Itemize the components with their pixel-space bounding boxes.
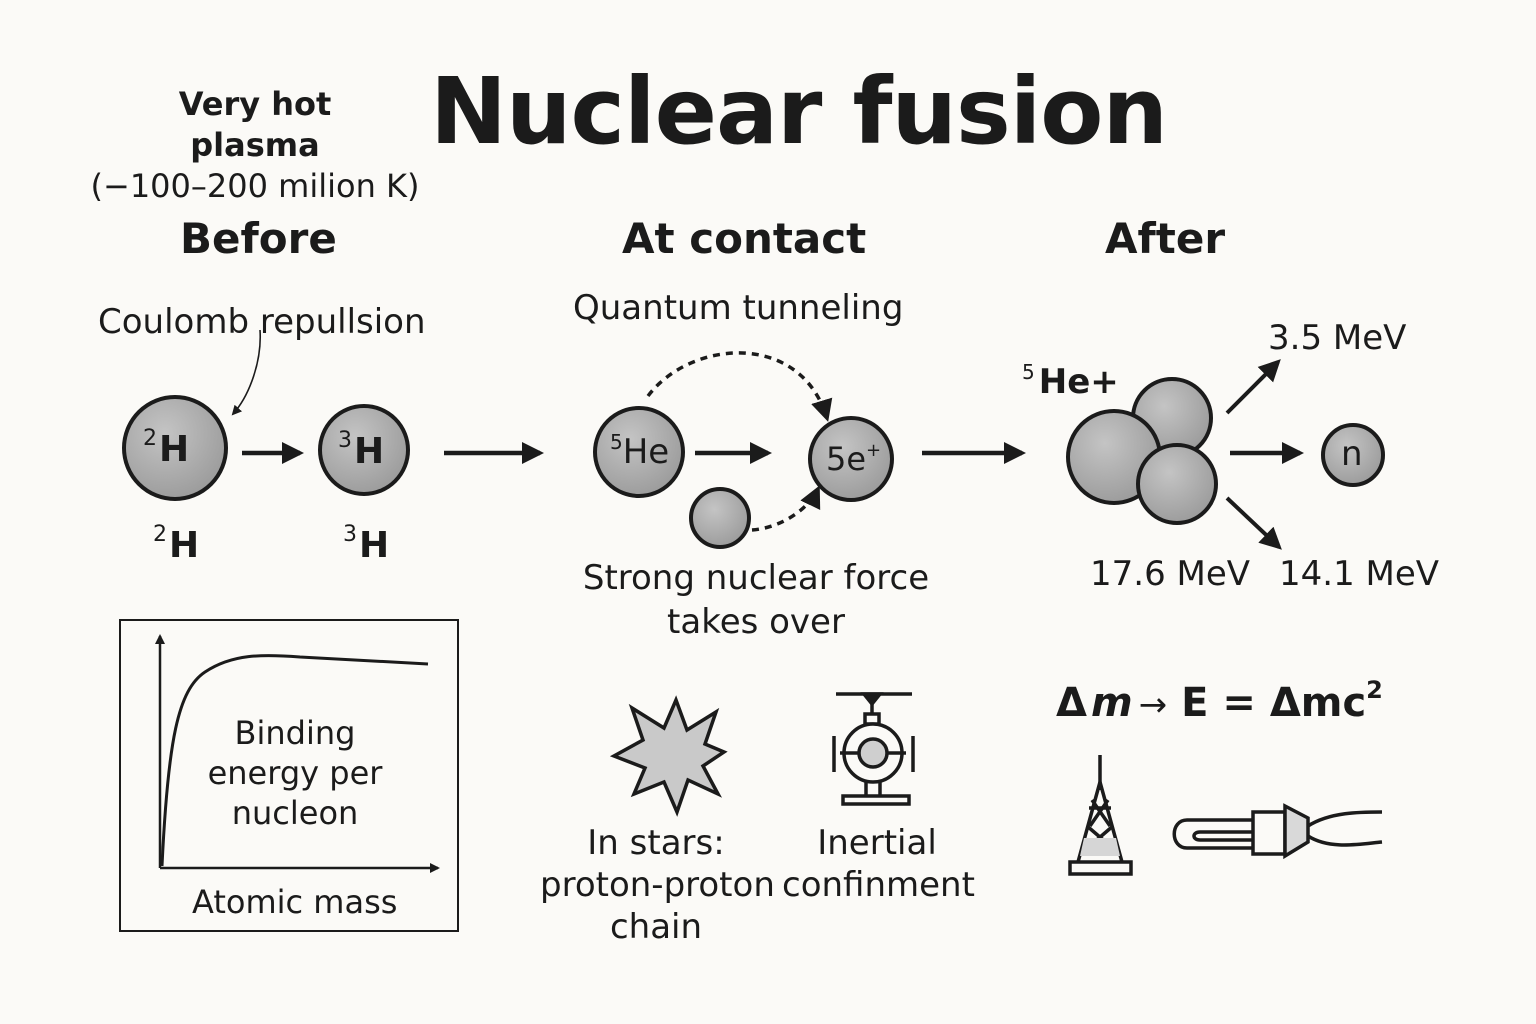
stage-contact-heading: At contact bbox=[622, 214, 867, 263]
graph-ylabel-line-2: energy per bbox=[207, 754, 383, 792]
star-burst-icon bbox=[609, 695, 728, 817]
stars-line-1: In stars: bbox=[587, 823, 725, 863]
plasma-note: Very hot plasma (−100–200 milion K) bbox=[90, 84, 420, 207]
energy-top-label: 3.5 MeV bbox=[1268, 318, 1407, 358]
helium5-label: 5He bbox=[610, 430, 670, 472]
small-nucleus bbox=[689, 487, 751, 549]
inertial-line-1: Inertial bbox=[817, 823, 937, 863]
helium-product-label: 5 He+ bbox=[1022, 360, 1119, 402]
graph-ylabel-line-3: nucleon bbox=[231, 794, 359, 832]
strong-force-line-1: Strong nuclear force bbox=[582, 558, 930, 598]
stars-line-2: proton-proton bbox=[540, 865, 775, 905]
target-nucleus-label: 5e+ bbox=[826, 440, 882, 478]
deuterium-caption: 2H bbox=[153, 522, 200, 566]
deuterium-label: 2H bbox=[143, 426, 190, 470]
energy-total-label: 17.6 MeV bbox=[1090, 554, 1251, 594]
tunneling-dashed-arrow bbox=[646, 351, 833, 422]
plug-icon bbox=[1172, 803, 1383, 860]
arrow-up-energy bbox=[1225, 359, 1281, 415]
tritium-label: 3H bbox=[338, 428, 385, 472]
quantum-tunneling-label: Quantum tunneling bbox=[573, 288, 904, 328]
product-nucleon-3 bbox=[1136, 443, 1218, 525]
stars-caption: In stars: proton-proton chain bbox=[540, 822, 775, 948]
plasma-line-1: Very hot bbox=[178, 85, 332, 123]
graph-ylabel: Binding energy per nucleon bbox=[190, 713, 400, 833]
stage-before-heading: Before bbox=[180, 214, 337, 263]
strong-force-line-2: takes over bbox=[667, 602, 845, 642]
plasma-line-2: plasma bbox=[190, 126, 320, 164]
tritium-caption: 3H bbox=[343, 522, 390, 566]
helium5-nucleus bbox=[593, 406, 685, 498]
neutron-label: n bbox=[1341, 434, 1363, 474]
energy-neutron-label: 14.1 MeV bbox=[1279, 554, 1440, 594]
stage-after-heading: After bbox=[1105, 214, 1226, 263]
power-tower-icon bbox=[1068, 755, 1133, 876]
tritium-nucleus bbox=[318, 404, 410, 496]
neutron bbox=[1321, 423, 1385, 487]
graph-ylabel-line-1: Binding bbox=[234, 714, 356, 752]
target-nucleus bbox=[808, 416, 894, 502]
arrow-down-energy bbox=[1225, 496, 1282, 550]
coulomb-pointer bbox=[231, 329, 261, 416]
graph-xlabel: Atomic mass bbox=[192, 883, 398, 921]
deuterium-nucleus bbox=[122, 395, 228, 501]
inertial-caption: Inertial confinment bbox=[782, 822, 975, 906]
strong-force-dashed-arrow bbox=[751, 485, 821, 532]
plasma-line-3: (−100–200 milion K) bbox=[90, 167, 420, 205]
inertial-line-2: confinment bbox=[782, 865, 975, 905]
strong-force-label: Strong nuclear force takes over bbox=[566, 556, 946, 644]
binding-energy-graph bbox=[119, 619, 459, 932]
binding-energy-curve bbox=[160, 654, 429, 867]
stars-line-3: chain bbox=[609, 907, 703, 947]
coulomb-repulsion-label: Coulomb repullsion bbox=[98, 302, 426, 342]
inertial-confinement-icon bbox=[832, 692, 915, 806]
page-title: Nuclear fusion bbox=[430, 58, 1168, 165]
